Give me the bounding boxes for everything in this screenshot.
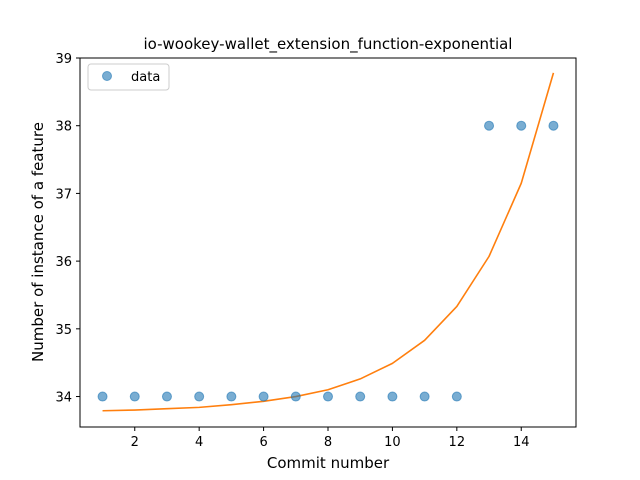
data-point (291, 392, 300, 401)
legend-marker-data (103, 72, 112, 81)
x-tick-label: 12 (449, 435, 466, 450)
legend-label-data: data (131, 70, 160, 85)
x-tick-label: 10 (384, 435, 401, 450)
x-tick-label: 2 (131, 435, 139, 450)
data-point (452, 392, 461, 401)
legend: data (88, 64, 169, 90)
data-point (227, 392, 236, 401)
y-tick-label: 37 (55, 187, 72, 202)
y-tick-label: 38 (55, 120, 72, 135)
y-tick-label: 36 (55, 255, 72, 270)
data-point (356, 392, 365, 401)
data-point (259, 392, 268, 401)
x-axis-label: Commit number (267, 454, 390, 472)
y-axis-label: Number of instance of a feature (29, 122, 47, 362)
data-point (549, 121, 558, 130)
y-tick-label: 34 (55, 391, 72, 406)
data-point (420, 392, 429, 401)
y-tick-label: 39 (55, 52, 72, 67)
x-tick-label: 8 (324, 435, 332, 450)
data-point (130, 392, 139, 401)
y-tick-label: 35 (55, 323, 72, 338)
data-point (388, 392, 397, 401)
data-point (195, 392, 204, 401)
data-point (98, 392, 107, 401)
x-tick-label: 4 (195, 435, 203, 450)
data-point (517, 121, 526, 130)
data-point (485, 121, 494, 130)
data-point (324, 392, 333, 401)
data-point (162, 392, 171, 401)
x-tick-label: 14 (513, 435, 530, 450)
x-tick-label: 6 (259, 435, 267, 450)
chart-title: io-wookey-wallet_extension_function-expo… (144, 35, 513, 54)
